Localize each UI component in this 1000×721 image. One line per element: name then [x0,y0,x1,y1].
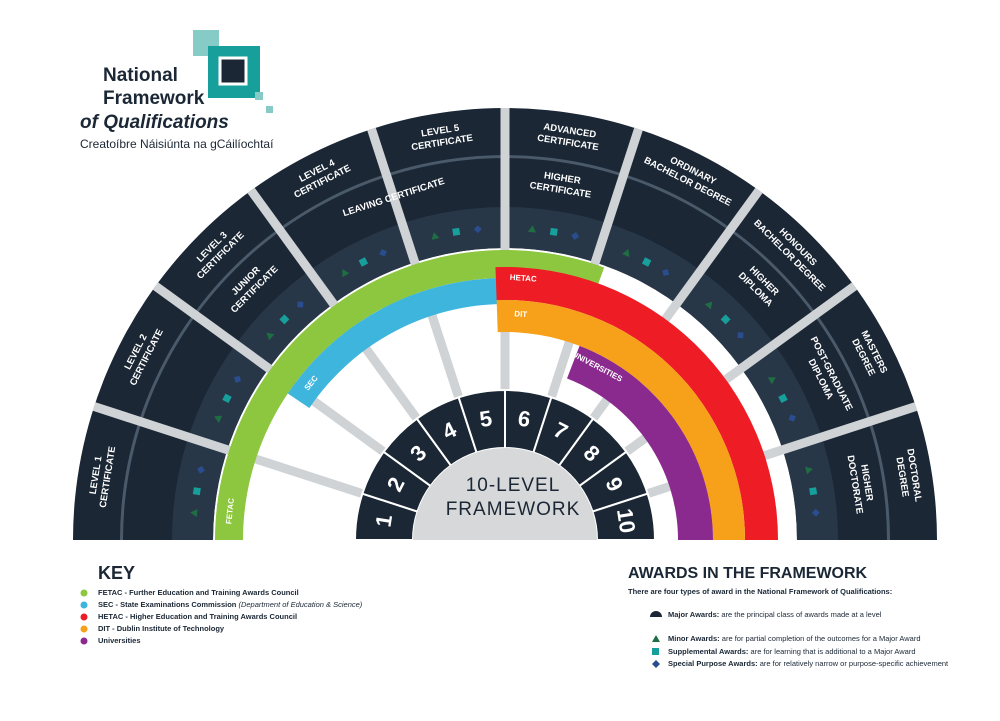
award-desc: are for learning that is additional to a… [751,647,916,656]
supplemental-icon [641,257,652,267]
supplemental-icon [222,393,232,404]
key-name: FETAC - Further Education and Training A… [98,588,299,597]
body-arc [566,345,713,540]
supplemental-icon [652,648,659,655]
spoke [247,187,421,422]
legend: KEY AWARDS IN THE FRAMEWORK There are fo… [80,563,949,668]
key-name: SEC - State Examinations Commission [98,600,237,609]
special-icon [571,232,580,240]
special-icon [662,269,670,276]
key-swatch [80,637,88,645]
level-number: 6 [516,406,532,433]
award-desc: are for partial completion of the outcom… [722,634,921,643]
logo-square [255,92,263,100]
center-text: FRAMEWORK [446,499,581,520]
special-icon [737,332,744,339]
award-type: Special Purpose Awards: are for relative… [668,659,949,668]
supplemental-icon [778,393,788,404]
awards-title: AWARDS IN THE FRAMEWORK [628,565,868,582]
key-item: FETAC - Further Education and Training A… [98,588,299,597]
level-number: 10 [612,507,641,535]
special-icon [297,301,304,308]
supplemental-icon [809,487,818,496]
key-name: DIT - Dublin Institute of Technology [98,624,225,633]
icon-band [172,207,838,540]
logo-square [266,106,273,113]
minor-icon [767,377,776,385]
award-band [73,108,937,540]
supplemental-icon [358,257,369,267]
logo-irish: Creatoíbre Náisiúnta na gCáilíochtaí [80,137,274,151]
special-icon [811,508,820,517]
special-icon [234,375,241,383]
level-number: 5 [478,406,494,433]
key-name: Universities [98,636,141,645]
body-label: DIT [514,309,528,319]
spoke [367,127,463,399]
special-icon [379,249,387,257]
logo-text: of Qualifications [80,112,229,133]
body-arc [495,267,778,540]
award-term: Special Purpose Awards: [668,659,758,668]
award-type: Major Awards: are the principal class of… [668,610,882,619]
minor-icon [214,415,223,423]
body-arc [287,278,515,409]
special-icon [652,660,660,668]
special-icon [197,465,205,474]
key-swatch [80,625,88,633]
award-desc: are for relatively narrow or purpose-spe… [760,659,949,668]
logo-text: National [103,65,178,86]
minor-icon [190,509,198,518]
award-desc: are the principal class of awards made a… [721,610,881,619]
award-type: Supplemental Awards: are for learning th… [668,647,916,656]
supplemental-icon [549,227,558,236]
logo-square [218,56,248,86]
logo: National Framework of Qualifications Cre… [80,30,274,151]
level-number: 1 [371,513,398,529]
minor-icon [431,232,440,240]
key-note: (Department of Education & Science) [238,600,362,609]
minor-icon [527,225,536,233]
key-item: DIT - Dublin Institute of Technology [98,624,225,633]
supplemental-icon [192,487,201,496]
key-swatch [80,589,88,597]
minor-icon [622,249,630,258]
supplemental-icon [279,314,290,325]
center-disc [413,448,597,540]
supplemental-icon [452,227,461,236]
center-text: 10-LEVEL [466,475,561,496]
award-term: Minor Awards: [668,634,720,643]
award-type: Minor Awards: are for partial completion… [668,634,921,643]
key-item: HETAC - Higher Education and Training Aw… [98,612,297,621]
award-term: Major Awards: [668,610,719,619]
key-item: Universities [98,636,141,645]
key-title: KEY [98,563,135,583]
key-swatch [80,601,88,609]
spoke [152,282,387,456]
award-term: Supplemental Awards: [668,647,748,656]
spoke [547,127,643,399]
minor-icon [266,332,275,341]
key-name: HETAC - Higher Education and Training Aw… [98,612,297,621]
minor-icon [652,635,660,642]
body-arc [496,300,745,540]
key-item: SEC - State Examinations Commission (Dep… [98,600,363,609]
logo-text: Framework [103,88,205,109]
major-icon [650,611,662,617]
special-icon [788,414,796,422]
body-label: HETAC [510,273,538,284]
special-icon [473,225,482,234]
body-label: FETAC [224,497,236,524]
supplemental-icon [720,314,731,325]
key-swatch [80,613,88,621]
minor-icon [805,466,813,475]
spoke [92,402,364,498]
awards-intro: There are four types of award in the Nat… [628,587,892,596]
minor-icon [704,301,713,310]
minor-icon [342,269,350,278]
